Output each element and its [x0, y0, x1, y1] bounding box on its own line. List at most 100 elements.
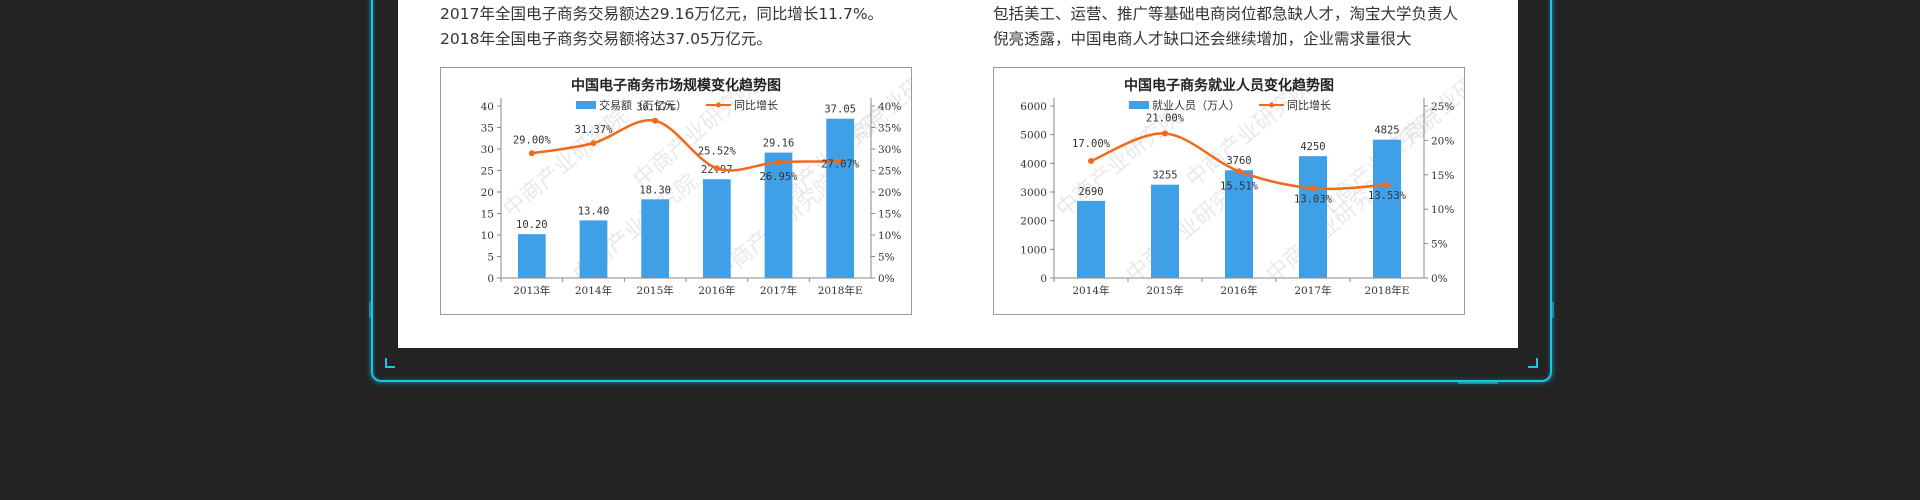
watermark-text: 中商产业研究院 [499, 104, 633, 222]
y-tick-label: 2000 [1020, 216, 1047, 228]
y2-tick-label: 15% [878, 209, 901, 221]
growth-line-point [1236, 168, 1242, 175]
y-tick-label: 25 [481, 166, 494, 178]
y-tick-label: 3000 [1020, 187, 1047, 199]
x-tick-label: 2014年 [1072, 284, 1109, 297]
y2-tick-label: 5% [878, 252, 895, 264]
y-tick-label: 6000 [1020, 101, 1047, 113]
growth-data-label: 26.95% [760, 171, 799, 183]
growth-data-label: 13.53% [1368, 190, 1407, 202]
market-size-chart-svg: 中商产业研究院中商产业研究院中商产业研究院中商产业研究院中商产业研究院中商产业研… [481, 68, 911, 297]
employment-chart-svg: 中商产业研究院中商产业研究院中商产业研究院中商产业研究院中商产业研究院中商产业研… [1020, 68, 1464, 297]
x-tick-label: 2016年 [698, 284, 735, 297]
bar [641, 199, 670, 278]
bar [1077, 200, 1105, 278]
bar-data-label: 2690 [1078, 186, 1103, 198]
y2-tick-label: 25% [878, 166, 901, 178]
bar [1225, 170, 1253, 278]
growth-data-label: 15.51% [1220, 180, 1259, 192]
growth-line-point [837, 158, 844, 165]
bar [1151, 184, 1179, 278]
x-tick-label: 2015年 [637, 284, 674, 297]
y2-tick-label: 15% [1431, 170, 1454, 182]
x-tick-label: 2018年E [818, 284, 863, 297]
legend-line-marker [1269, 102, 1274, 108]
growth-line-point [1310, 185, 1316, 192]
growth-line-point [1162, 130, 1168, 137]
growth-data-label: 17.00% [1072, 138, 1111, 150]
left-paragraph-line-2: 2018年全国电子商务交易额将达37.05万亿元。 [440, 30, 772, 48]
y-tick-label: 20 [481, 187, 494, 199]
bar [517, 234, 546, 278]
legend-line-label: 同比增长 [1287, 98, 1331, 112]
frame-corner-bottom-right [1528, 358, 1538, 368]
x-tick-label: 2017年 [1294, 284, 1331, 297]
y2-tick-label: 0% [1431, 273, 1448, 285]
growth-line-point [1384, 181, 1390, 188]
y2-tick-label: 25% [1431, 101, 1454, 113]
growth-line-point [713, 165, 720, 172]
bar-data-label: 13.40 [578, 205, 610, 217]
y-tick-label: 40 [481, 101, 494, 113]
frame-corner-bottom-left [385, 358, 395, 368]
ecommerce-market-size-chart: 中商产业研究院中商产业研究院中商产业研究院中商产业研究院中商产业研究院中商产业研… [440, 67, 912, 315]
x-tick-label: 2018年E [1365, 284, 1410, 297]
chart-title: 中国电子商务就业人员变化趋势图 [1124, 77, 1334, 94]
bar-data-label: 4250 [1300, 141, 1325, 153]
growth-line-point [528, 150, 535, 157]
legend-bar-label: 交易额（万亿元） [599, 98, 687, 112]
ecommerce-employment-chart: 中商产业研究院中商产业研究院中商产业研究院中商产业研究院中商产业研究院中商产业研… [993, 67, 1465, 315]
bar [1373, 139, 1401, 278]
y2-tick-label: 20% [1431, 135, 1454, 147]
right-paragraph-line-1: 包括美工、运营、推广等基础电商岗位都急缺人才，淘宝大学负责人 [993, 5, 1459, 23]
legend-bar-swatch [576, 101, 596, 109]
growth-data-label: 29.00% [513, 134, 552, 146]
legend-line-label: 同比增长 [734, 98, 778, 112]
bar-data-label: 18.30 [639, 184, 671, 196]
x-tick-label: 2016年 [1220, 284, 1257, 297]
legend-bar-label: 就业人员（万人） [1152, 98, 1240, 112]
frame-side-mark-right [1551, 302, 1554, 318]
growth-data-label: 31.37% [575, 124, 614, 136]
bar [826, 118, 855, 278]
bar-data-label: 29.16 [763, 138, 795, 150]
legend-bar-swatch [1129, 101, 1149, 109]
document-page: 2017年全国电子商务交易额达29.16万亿元，同比增长11.7%。 2018年… [398, 0, 1518, 348]
x-tick-label: 2013年 [513, 284, 550, 297]
bar [1299, 156, 1327, 278]
bar [702, 179, 731, 278]
y-tick-label: 1000 [1020, 244, 1047, 256]
x-tick-label: 2015年 [1146, 284, 1183, 297]
bar-data-label: 3760 [1226, 155, 1251, 167]
bar-data-label: 10.20 [516, 219, 548, 231]
y-tick-label: 5000 [1020, 130, 1047, 142]
growth-data-label: 25.52% [698, 145, 737, 157]
growth-line-point [1088, 158, 1094, 165]
growth-line-point [652, 117, 659, 124]
bar-data-label: 37.05 [824, 104, 856, 116]
frame-decoration [1458, 381, 1498, 384]
legend-line-marker [716, 102, 721, 108]
growth-data-label: 27.07% [821, 159, 860, 171]
y2-tick-label: 10% [1431, 204, 1454, 216]
y2-tick-label: 30% [878, 144, 901, 156]
y-tick-label: 5 [487, 252, 494, 264]
y-tick-label: 10 [481, 230, 494, 242]
x-tick-label: 2017年 [760, 284, 797, 297]
growth-data-label: 36.57% [636, 102, 675, 114]
neon-frame [369, 0, 1554, 384]
y-tick-label: 4000 [1020, 158, 1047, 170]
bar [764, 152, 793, 278]
y-tick-label: 0 [487, 273, 494, 285]
y-tick-label: 35 [481, 123, 494, 135]
frame-side-mark-left [369, 302, 372, 318]
y2-tick-label: 0% [878, 273, 895, 285]
y-tick-label: 30 [481, 144, 494, 156]
growth-line-point [590, 140, 597, 147]
bar-data-label: 4825 [1374, 125, 1399, 137]
growth-data-label: 13.03% [1294, 193, 1333, 205]
y2-tick-label: 10% [878, 230, 901, 242]
bar-data-label: 3255 [1152, 170, 1177, 182]
y2-tick-label: 35% [878, 123, 901, 135]
growth-data-label: 21.00% [1146, 113, 1185, 125]
